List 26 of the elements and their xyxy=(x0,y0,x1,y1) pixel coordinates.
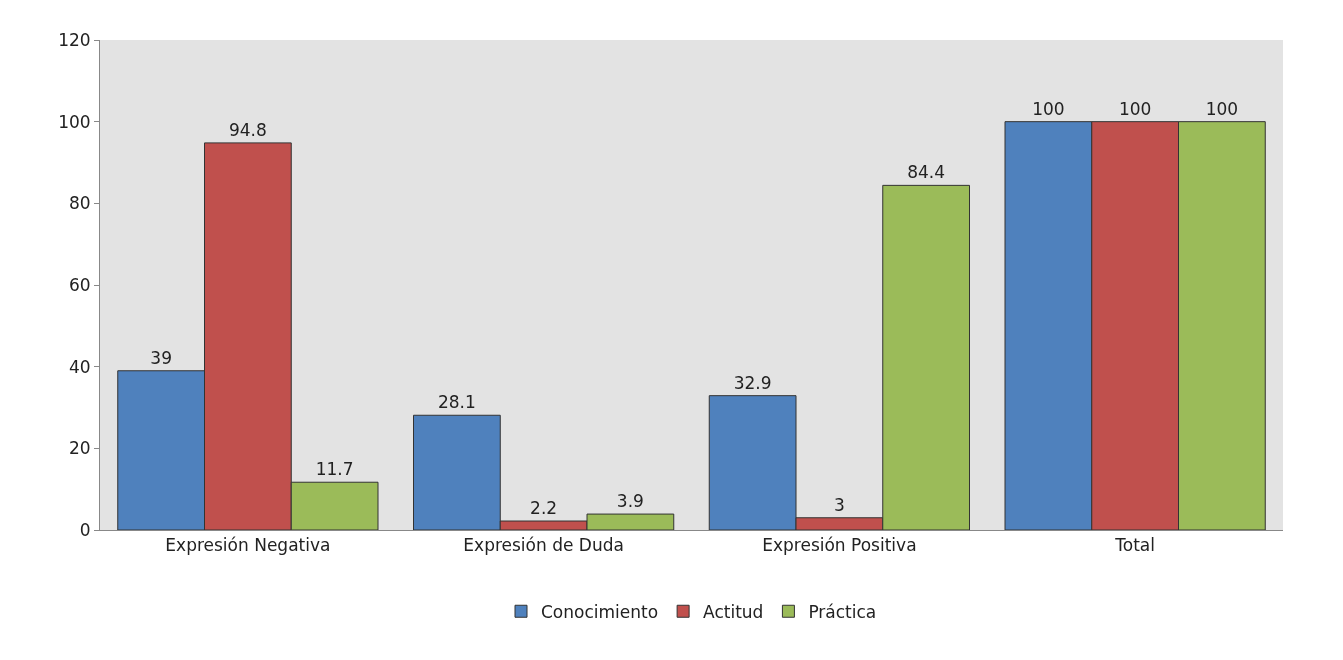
data-label: 3 xyxy=(833,494,845,515)
y-tick-label: 0 xyxy=(79,519,91,540)
data-label: 84.4 xyxy=(907,162,946,183)
y-tick-label: 60 xyxy=(68,274,91,295)
x-tick-label: Total xyxy=(1114,535,1155,556)
legend-label: Actitud xyxy=(703,601,764,622)
data-label: 100 xyxy=(1118,98,1152,119)
data-label: 2.2 xyxy=(530,498,558,519)
data-label: 39 xyxy=(150,347,172,368)
data-label: 3.9 xyxy=(616,491,644,512)
data-label: 100 xyxy=(1205,98,1239,119)
y-tick-label: 20 xyxy=(68,438,91,459)
legend-label: Conocimiento xyxy=(541,601,659,622)
y-tick-label: 120 xyxy=(58,29,91,50)
x-tick-label: Expresión Negativa xyxy=(165,535,331,556)
data-label: 28.1 xyxy=(437,392,476,413)
y-tick-label: 80 xyxy=(68,193,91,214)
legend-label: Práctica xyxy=(808,601,877,622)
y-tick-label: 40 xyxy=(68,356,91,377)
x-tick-label: Expresión de Duda xyxy=(463,535,624,556)
data-label: 11.7 xyxy=(315,459,354,480)
x-tick-label: Expresión Positiva xyxy=(762,535,917,556)
data-label: 100 xyxy=(1032,98,1065,119)
data-label: 94.8 xyxy=(228,119,267,140)
data-label: 32.9 xyxy=(733,372,772,393)
y-tick-label: 100 xyxy=(58,111,91,132)
